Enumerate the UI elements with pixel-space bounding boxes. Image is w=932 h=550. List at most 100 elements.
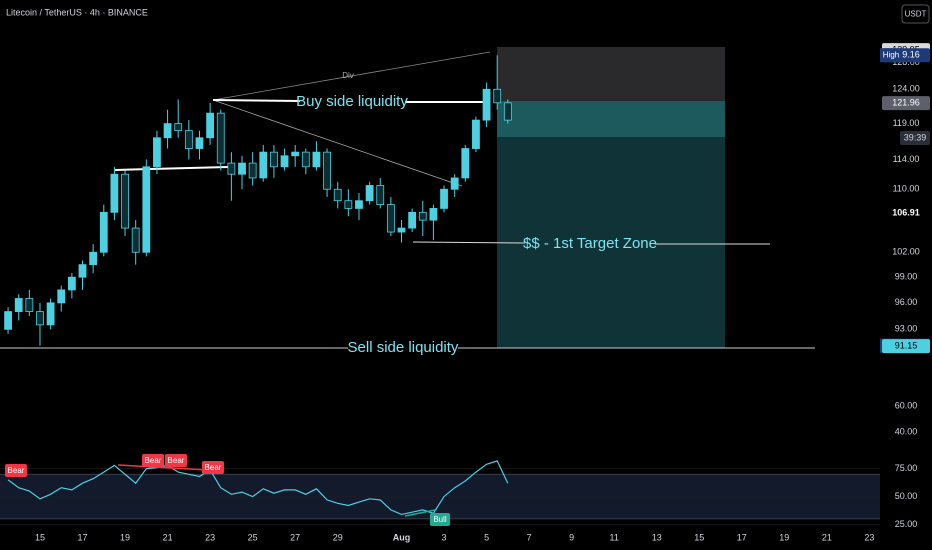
x-tick-label: 23: [205, 532, 215, 542]
candle-body: [248, 162, 257, 179]
candle-body: [67, 276, 76, 291]
candle-body: [4, 311, 12, 330]
buy-liquidity-line: [212, 99, 301, 102]
annotation: $$ - 1st Target Zone: [523, 235, 657, 252]
candle-body: [25, 298, 34, 312]
price-tag: High: [883, 50, 899, 59]
x-tick-label: 27: [290, 532, 300, 542]
countdown-box: [900, 131, 930, 145]
y-tick-label: 119.00: [893, 118, 920, 128]
x-tick-label: 7: [527, 532, 532, 542]
price-box: [882, 96, 930, 111]
y-tick-label: 75.00: [895, 463, 918, 473]
candle-body: [36, 311, 44, 326]
candle-body: [216, 112, 225, 164]
y-tick-label: 96.00: [895, 297, 918, 307]
candle-body: [397, 227, 406, 233]
bear-tag: [5, 464, 27, 477]
x-tick-label: 21: [822, 532, 832, 542]
candle-body: [440, 188, 448, 209]
x-tick-label: 19: [779, 532, 789, 542]
candle-body: [418, 211, 427, 221]
entry-zone: [497, 101, 725, 137]
y-tick-label: 93.00: [895, 324, 918, 334]
signal-label: Bear: [145, 456, 162, 465]
bull-tag: [430, 513, 450, 526]
price-tag-box: [880, 48, 902, 63]
annotation: Buy side liquidity: [296, 93, 408, 110]
candle-body: [89, 251, 98, 266]
y-tick-label: 110.00: [893, 184, 920, 194]
candle-body: [46, 302, 55, 326]
candle-body: [270, 151, 278, 168]
x-tick-label: 17: [737, 532, 747, 542]
bull-divergence: [404, 509, 436, 517]
x-tick-label: 15: [35, 532, 45, 542]
stop-zone: [497, 47, 725, 101]
x-tick-label: 9: [569, 532, 574, 542]
y-tick-label: 114.00: [893, 154, 920, 164]
candle-body: [227, 162, 236, 175]
candle-body: [493, 88, 502, 104]
level-line: [114, 166, 229, 171]
candle-body: [99, 211, 108, 253]
candle-body: [259, 151, 268, 179]
x-tick-label: 17: [78, 532, 88, 542]
y-tick-label: 60.00: [895, 400, 918, 410]
bear-tag: [202, 461, 224, 474]
marks: [0, 55, 880, 525]
candle-body: [461, 148, 470, 179]
signal-label: Bear: [8, 466, 25, 475]
candle-body: [142, 166, 151, 253]
candle-body: [301, 151, 310, 168]
price-label: 121.96: [892, 97, 920, 107]
candle-body: [110, 173, 119, 213]
candle-body: [57, 289, 66, 304]
signal-label: Bear: [205, 463, 222, 472]
candle-body: [344, 200, 353, 209]
x-tick-label: 25: [248, 532, 258, 542]
currency: USDT: [905, 10, 927, 19]
target-zone: [497, 137, 725, 348]
candle-body: [174, 123, 183, 132]
rsi-line: [7, 460, 509, 516]
x-tick-label: 29: [333, 532, 343, 542]
annotation: Div: [342, 71, 354, 80]
symbol-header: Litecoin / TetherUS · 4h · BINANCE: [6, 7, 148, 17]
y-tick-label: 50.00: [895, 491, 918, 501]
x-tick-label: 11: [609, 532, 618, 542]
candle-body: [472, 119, 480, 149]
candle-body: [14, 298, 23, 312]
candle-body: [280, 155, 289, 168]
candle-body: [365, 185, 374, 202]
price-label: 106.91: [892, 207, 920, 217]
candle-body: [429, 208, 438, 221]
candle-body: [376, 185, 385, 205]
candle-body: [238, 162, 246, 175]
y-tick-label: 124.00: [892, 84, 920, 94]
candle-body: [312, 151, 321, 168]
bear-divergence: [117, 464, 209, 471]
candle-body: [195, 137, 204, 149]
trend-line: [212, 99, 463, 187]
bear-tag: [142, 454, 164, 467]
candle-body: [333, 188, 342, 202]
candle-body: [121, 173, 129, 229]
annotation: Sell side liquidity: [348, 339, 459, 356]
x-tick-label: 5: [484, 532, 489, 542]
y-tick-label: 102.00: [892, 247, 920, 257]
y-tick-label: 25.00: [895, 519, 918, 529]
candle-body: [450, 177, 459, 190]
price-box: [882, 339, 930, 354]
y-tick-label: 99.00: [895, 272, 918, 282]
y-tick-label: 40.00: [895, 427, 918, 437]
x-tick-label: 19: [120, 532, 130, 542]
x-tick-label: 3: [442, 532, 447, 542]
candle-body: [482, 88, 491, 121]
candle-body: [323, 151, 331, 190]
target-line: [412, 241, 526, 244]
candle-body: [153, 137, 161, 168]
candle-body: [291, 151, 300, 157]
